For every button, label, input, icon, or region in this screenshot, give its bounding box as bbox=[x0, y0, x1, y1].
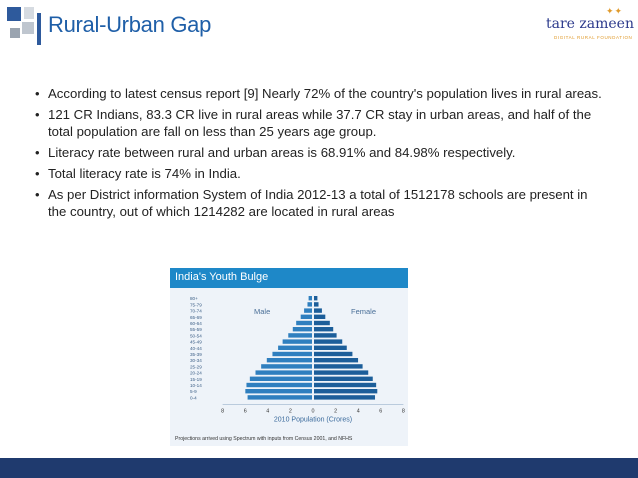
age-group-label: 65-69 bbox=[190, 315, 202, 320]
female-bar bbox=[314, 382, 377, 388]
age-group-label: 70-74 bbox=[190, 309, 202, 314]
bullet-item: 121 CR Indians, 83.3 CR live in rural ar… bbox=[35, 106, 605, 140]
female-bar bbox=[314, 376, 373, 381]
male-bar bbox=[249, 376, 312, 381]
male-bar bbox=[278, 345, 312, 350]
male-bar bbox=[245, 389, 312, 394]
logo-tagline: DIGITAL RURAL FOUNDATION bbox=[554, 35, 633, 40]
male-bar bbox=[272, 351, 312, 357]
x-tick-label: 6 bbox=[244, 408, 247, 414]
male-bar bbox=[308, 296, 312, 301]
age-group-label: 20-24 bbox=[190, 371, 202, 376]
male-bar bbox=[282, 339, 312, 344]
title-accent-bar bbox=[37, 13, 41, 45]
female-bar bbox=[314, 314, 326, 319]
age-group-label: 25-29 bbox=[190, 364, 202, 369]
bullet-item: Literacy rate between rural and urban ar… bbox=[35, 144, 605, 161]
age-group-label: 55-59 bbox=[190, 327, 202, 332]
male-bar bbox=[261, 364, 312, 369]
male-bar bbox=[247, 395, 312, 400]
female-bar bbox=[314, 302, 319, 307]
female-bar bbox=[314, 339, 343, 344]
male-bar bbox=[300, 314, 312, 319]
age-group-label: 0-4 bbox=[190, 395, 197, 400]
decor-square bbox=[22, 22, 34, 34]
age-group-label: 35-39 bbox=[190, 352, 202, 357]
bullet-item: Total literacy rate is 74% in India. bbox=[35, 165, 605, 182]
age-group-label: 80+ bbox=[190, 296, 198, 301]
male-bar bbox=[296, 320, 312, 326]
population-pyramid-figure: India's Youth Bulge 80+ 75-79 70-74 65-69 60… bbox=[170, 268, 408, 446]
legend-female: Female bbox=[351, 307, 376, 316]
x-tick-label: 2 bbox=[334, 408, 337, 414]
x-tick-label: 8 bbox=[221, 408, 224, 414]
female-bar bbox=[314, 395, 376, 400]
bullet-item: As per District information System of In… bbox=[35, 186, 605, 220]
age-group-label: 40-44 bbox=[190, 346, 202, 351]
female-bar bbox=[314, 370, 369, 375]
decor-square bbox=[7, 7, 21, 21]
age-group-label: 50-54 bbox=[190, 333, 202, 338]
figure-heading-bar: India's Youth Bulge bbox=[170, 268, 408, 288]
male-bar bbox=[288, 333, 312, 338]
age-group-label: 10-14 bbox=[190, 383, 202, 388]
footer-bar bbox=[0, 458, 638, 478]
x-tick-label: 4 bbox=[357, 408, 360, 414]
decor-square bbox=[10, 28, 20, 38]
age-group-label: 60-64 bbox=[190, 321, 202, 326]
x-tick-label: 4 bbox=[266, 408, 269, 414]
legend-male: Male bbox=[254, 307, 270, 316]
age-group-label: 5-9 bbox=[190, 389, 197, 394]
female-bar bbox=[314, 389, 378, 394]
female-bar bbox=[314, 364, 363, 369]
female-bar bbox=[314, 308, 322, 313]
female-bar bbox=[314, 320, 330, 326]
age-group-label: 15-19 bbox=[190, 377, 202, 382]
bullet-item: According to latest census report [9] Ne… bbox=[35, 85, 605, 102]
age-group-label: 45-49 bbox=[190, 340, 202, 345]
female-bar bbox=[314, 333, 337, 338]
female-bar bbox=[314, 351, 353, 357]
male-bar bbox=[255, 370, 312, 375]
male-bar bbox=[266, 358, 312, 363]
bullet-list: According to latest census report [9] Ne… bbox=[35, 85, 605, 224]
decor-square bbox=[24, 7, 34, 19]
female-bar bbox=[314, 345, 347, 350]
age-group-label: 30-34 bbox=[190, 358, 202, 363]
female-bar bbox=[314, 296, 318, 301]
female-bar bbox=[314, 358, 359, 363]
male-bar bbox=[292, 327, 312, 332]
age-group-label: 75-79 bbox=[190, 302, 202, 307]
male-bar bbox=[246, 382, 312, 388]
figure-note: Projections arrived using Spectrum with … bbox=[175, 436, 353, 442]
x-tick-label: 0 bbox=[312, 408, 315, 414]
x-tick-label: 8 bbox=[402, 408, 405, 414]
male-bar bbox=[307, 302, 312, 307]
slide-title: Rural-Urban Gap bbox=[48, 12, 212, 37]
stars-icon: ✦✦ bbox=[606, 6, 624, 16]
logo-brand-text: tare zameen par bbox=[546, 16, 638, 32]
female-bar bbox=[314, 327, 334, 332]
brand-logo: ✦✦ tare zameen par DIGITAL RURAL FOUNDAT… bbox=[546, 6, 638, 44]
figure-heading: India's Youth Bulge bbox=[175, 271, 269, 283]
x-tick-label: 2 bbox=[289, 408, 292, 414]
x-axis-label: 2010 Population (Crores) bbox=[274, 416, 352, 423]
male-bar bbox=[304, 308, 312, 313]
population-pyramid-chart: 80+75-7970-7465-6960-6455-5950-5445-4940… bbox=[190, 296, 405, 423]
x-tick-label: 6 bbox=[379, 408, 382, 414]
